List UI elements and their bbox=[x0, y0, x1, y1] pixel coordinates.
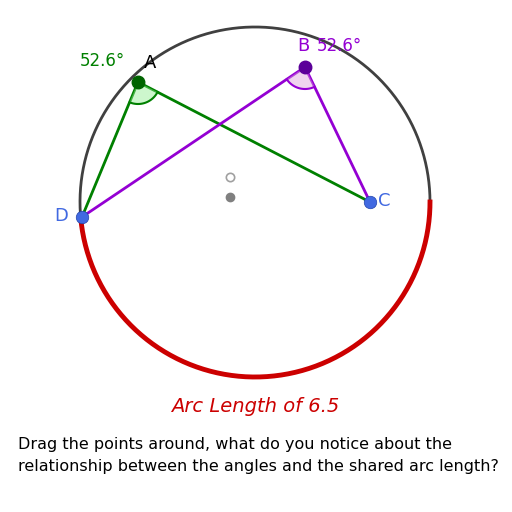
Text: Arc Length of 6.5: Arc Length of 6.5 bbox=[171, 397, 339, 416]
Text: 52.6°: 52.6° bbox=[317, 37, 362, 55]
Text: Drag the points around, what do you notice about the: Drag the points around, what do you noti… bbox=[18, 437, 452, 452]
Text: D: D bbox=[54, 207, 68, 225]
Text: C: C bbox=[378, 192, 391, 210]
Text: relationship between the angles and the shared arc length?: relationship between the angles and the … bbox=[18, 459, 499, 475]
Polygon shape bbox=[130, 82, 158, 104]
Text: A: A bbox=[144, 54, 156, 72]
Text: B: B bbox=[297, 37, 309, 55]
Text: 52.6°: 52.6° bbox=[80, 52, 125, 70]
Polygon shape bbox=[287, 67, 314, 89]
